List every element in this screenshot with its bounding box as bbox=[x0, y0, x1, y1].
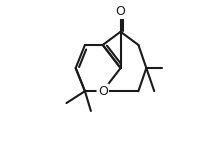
Text: O: O bbox=[98, 85, 108, 98]
Text: O: O bbox=[116, 5, 125, 18]
